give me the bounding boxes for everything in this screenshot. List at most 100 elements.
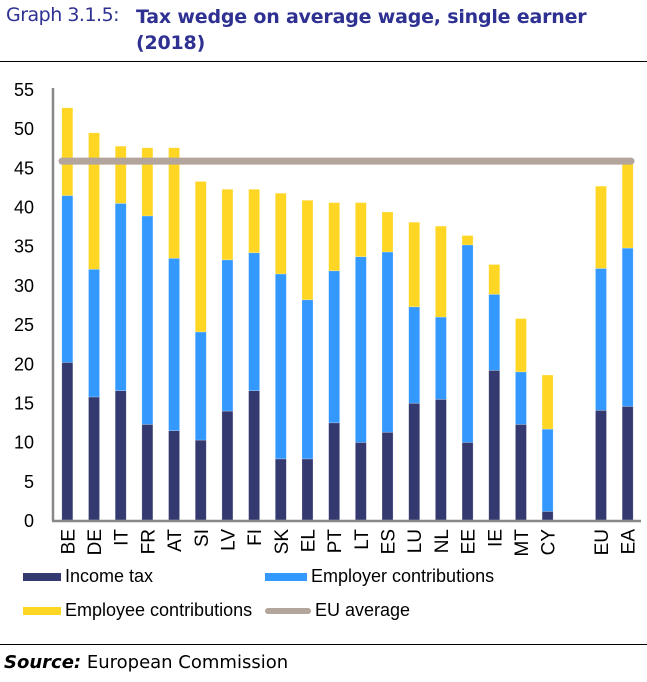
- bar-ea-employer-contributions: [621, 247, 634, 407]
- bar-at-income-tax: [168, 430, 180, 521]
- bar-pt-employee-contributions: [328, 202, 340, 272]
- bar-lu-income-tax: [408, 402, 421, 521]
- bar-at-employer-contributions: [168, 257, 180, 431]
- bar-fi-employee-contributions: [248, 189, 260, 254]
- bar-pt-income-tax: [328, 422, 340, 521]
- bar-be-employer-contributions: [61, 195, 74, 363]
- x-tick-label: LU: [405, 529, 426, 553]
- bar-sk-income-tax: [274, 458, 287, 521]
- bar-lt-income-tax: [355, 442, 367, 521]
- x-tick-label: ES: [379, 529, 400, 554]
- bar-lt-employer-contributions: [355, 256, 367, 443]
- x-tick-label: CY: [539, 529, 560, 556]
- x-axis-labels: BE DE IT FR AT SI LV FI SK EL PT LT ES LU NL EE IE MT CY EU…: [58, 529, 639, 557]
- bar-ea-income-tax: [621, 406, 634, 521]
- source-note: Source: European Commission: [4, 652, 288, 673]
- bar-mt-employee-contributions: [515, 318, 527, 373]
- bar-fr-income-tax: [141, 424, 154, 521]
- y-tick-label: 35: [14, 237, 34, 257]
- y-tick-label: 5: [24, 472, 34, 492]
- legend-employer-contributions: Employer contributions: [265, 566, 494, 587]
- bar-si-income-tax: [194, 439, 207, 521]
- bar-lt-employee-contributions: [355, 202, 367, 257]
- bar-cy-employee-contributions: [541, 374, 554, 430]
- legend-label-employee-contributions: Employee contributions: [65, 600, 253, 620]
- bar-ee-employee-contributions: [461, 235, 474, 246]
- bar-de-employee-contributions: [88, 132, 100, 270]
- bar-ea-employee-contributions: [621, 162, 634, 249]
- graph-number: Graph 3.1.5:: [6, 4, 120, 26]
- bar-it-employee-contributions: [114, 145, 127, 204]
- bar-si-employee-contributions: [194, 181, 207, 333]
- bar-be-employee-contributions: [61, 107, 74, 196]
- bar-nl-employee-contributions: [435, 225, 447, 318]
- source-label: Source:: [4, 652, 82, 673]
- top-divider: [0, 61, 647, 62]
- legend-income-tax: Income tax: [23, 566, 153, 587]
- x-tick-label: LV: [218, 529, 239, 551]
- bar-es-employee-contributions: [381, 211, 394, 253]
- x-tick-label: BE: [58, 529, 79, 554]
- bar-cy-income-tax: [541, 511, 554, 521]
- bar-fr-employee-contributions: [141, 147, 154, 217]
- bar-sk-employee-contributions: [274, 192, 287, 275]
- legend-employee-contributions: Employee contributions: [23, 600, 252, 621]
- y-tick-label: 45: [14, 158, 34, 178]
- legend-swatch-employer-contributions: [265, 572, 307, 581]
- bar-fi-income-tax: [248, 390, 260, 521]
- y-axis-ticks: 0 5 10 15 20 25 30 35 40 45 50 55: [14, 80, 34, 531]
- y-tick-label: 0: [24, 511, 34, 531]
- bar-sk-employer-contributions: [274, 273, 287, 460]
- bar-mt-employer-contributions: [515, 371, 527, 425]
- bar-it-income-tax: [114, 390, 127, 521]
- bar-ee-employer-contributions: [461, 244, 474, 443]
- x-tick-label: EA: [619, 529, 640, 555]
- bar-lu-employer-contributions: [408, 306, 421, 404]
- x-tick-label: LT: [352, 529, 373, 550]
- bar-eu-employee-contributions: [595, 185, 607, 269]
- x-tick-label: IT: [112, 529, 133, 546]
- y-tick-label: 50: [14, 119, 34, 139]
- bar-eu-employer-contributions: [595, 268, 607, 411]
- bar-fi-employer-contributions: [248, 252, 260, 391]
- y-tick-label: 40: [14, 198, 34, 218]
- bar-es-employer-contributions: [381, 251, 394, 433]
- bar-lv-employee-contributions: [221, 189, 234, 261]
- bar-el-employer-contributions: [301, 299, 314, 460]
- y-tick-label: 25: [14, 315, 34, 335]
- bar-el-employee-contributions: [301, 199, 314, 301]
- bar-es-income-tax: [381, 431, 394, 521]
- bar-fr-employer-contributions: [141, 215, 154, 425]
- bar-cy-employer-contributions: [541, 428, 554, 512]
- bar-ee-income-tax: [461, 442, 474, 521]
- legend-label-employer-contributions: Employer contributions: [311, 566, 495, 586]
- legend-swatch-eu-average: [265, 607, 311, 614]
- x-tick-label: FI: [245, 529, 266, 546]
- legend-swatch-employee-contributions: [23, 606, 61, 615]
- x-tick-label: SK: [272, 529, 293, 555]
- legend-label-eu-average: EU average: [315, 600, 411, 620]
- bar-pt-employer-contributions: [328, 270, 340, 424]
- x-tick-label: PT: [325, 529, 346, 554]
- chart-title: Tax wedge on average wage, single earner…: [136, 6, 587, 54]
- bar-it-employer-contributions: [114, 203, 127, 391]
- bar-nl-employer-contributions: [435, 316, 447, 400]
- y-tick-label: 10: [14, 433, 34, 453]
- stacked-bar-chart: 0 5 10 15 20 25 30 35 40 45 50 55 BE DE IT FR AT SI LV FI S…: [14, 80, 641, 557]
- bar-lu-employee-contributions: [408, 221, 421, 308]
- bar-el-income-tax: [301, 458, 314, 521]
- x-tick-label: IE: [485, 529, 506, 547]
- legend-label-income-tax: Income tax: [65, 566, 154, 586]
- bar-si-employer-contributions: [194, 331, 207, 441]
- source-text: European Commission: [86, 652, 289, 673]
- bar-ie-employer-contributions: [488, 294, 501, 371]
- bar-de-income-tax: [88, 396, 100, 521]
- x-tick-label: DE: [85, 529, 106, 555]
- bar-ie-income-tax: [488, 370, 501, 521]
- legend-swatch-income-tax: [23, 572, 61, 581]
- bar-at-employee-contributions: [168, 147, 180, 259]
- bar-lv-income-tax: [221, 410, 234, 521]
- y-tick-label: 15: [14, 393, 34, 413]
- x-tick-label: AT: [165, 529, 186, 552]
- bar-eu-income-tax: [595, 409, 607, 521]
